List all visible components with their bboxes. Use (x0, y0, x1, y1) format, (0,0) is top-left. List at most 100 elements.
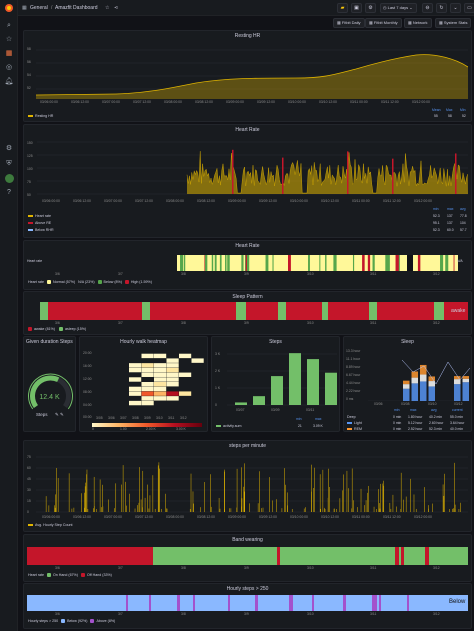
state-asleep (40, 302, 48, 320)
gauge-label: Steps (36, 412, 48, 417)
zoom-out-icon[interactable]: ⊖ (422, 3, 433, 13)
state-legend-label[interactable]: Off Hand (33%) (86, 573, 112, 577)
sleep-bar (403, 384, 410, 389)
legend-item[interactable]: activity.sum (216, 424, 242, 428)
configuration-icon[interactable]: ⚙ (5, 144, 13, 152)
x-tick: 3/10 (307, 566, 314, 570)
state-legend-label[interactable]: Above (8%) (96, 619, 116, 623)
y-tick: 100 (27, 167, 33, 171)
share-icon[interactable]: ⋖ (114, 5, 119, 11)
star-icon[interactable]: ☆ (105, 5, 110, 11)
breadcrumb-separator: / (51, 5, 53, 11)
panel-title: Sleep (401, 339, 414, 345)
link-system-stats[interactable]: ▦ System Stats (435, 18, 472, 28)
user-avatar-icon[interactable] (4, 173, 14, 183)
link-fitbit-daily[interactable]: ▦ Fitbit Daily (333, 18, 365, 28)
legend-header[interactable]: Max (446, 108, 453, 112)
legend-header[interactable]: Mean (432, 108, 441, 112)
state-legend-label[interactable]: High (1.59%) (130, 280, 152, 284)
heart-rate-area (187, 151, 468, 194)
time-picker-button[interactable]: ◷ Last 7 days ⌄ (380, 3, 417, 13)
x-tick: 3/10 (307, 321, 314, 325)
link-label: Fitbit Daily (341, 20, 361, 25)
state-legend-label[interactable]: N/A (23%) (78, 280, 95, 284)
legend-header[interactable]: max (410, 408, 417, 412)
add-panel-icon[interactable]: ▰ (337, 3, 348, 13)
x-tick: 3/6 (55, 612, 60, 616)
state-segment (441, 255, 444, 271)
state-off-hand (425, 547, 429, 565)
side-menu: ⌕ ☆ ▦ ◎ 🔔︎ ⚙ ⛨ ? (0, 0, 18, 631)
refresh-icon[interactable]: ↻ (436, 3, 447, 13)
starred-icon[interactable]: ☆ (5, 35, 13, 43)
band-wearing-panel: Band wearing Heart rate 3/6 3/7 3/8 3/9 … (23, 534, 472, 582)
x-tick: 03/07 00:00 (104, 515, 122, 519)
legend-header[interactable]: min (433, 207, 439, 211)
state-legend-label[interactable]: Normal (57%) (52, 280, 76, 284)
legend-item[interactable]: Light (347, 421, 362, 425)
x-tick: 03/07 12:00 (135, 515, 153, 519)
x-tick: 03/11 00:00 (352, 515, 370, 519)
link-label: System Stats (443, 20, 468, 25)
legend-header[interactable]: min (394, 408, 400, 412)
legend-header[interactable]: current (452, 408, 463, 412)
search-icon[interactable]: ⌕ (7, 21, 11, 29)
y-tick: 6.67 hour (346, 373, 361, 377)
state-above (379, 595, 381, 611)
time-range-label: Last 7 days (387, 5, 409, 10)
state-legend-label[interactable]: On Hand (67%) (52, 573, 78, 577)
legend-item[interactable]: Resting HR (28, 114, 53, 118)
legend-item[interactable]: Heart rate (28, 214, 51, 218)
help-icon[interactable]: ? (7, 188, 11, 196)
legend-header[interactable]: max (315, 417, 322, 421)
state-right-label: N/A (457, 259, 463, 263)
state-segment (183, 255, 186, 271)
legend-item[interactable]: Below RHR (28, 228, 54, 232)
refresh-interval-chevron-icon[interactable]: ⌄ (450, 3, 461, 13)
legend-header[interactable]: max (447, 207, 454, 211)
grafana-logo-icon[interactable] (4, 3, 14, 13)
tv-mode-icon[interactable]: ▭ (464, 3, 474, 13)
link-fitbit-monthly[interactable]: ▦ Fitbit Monthly (365, 18, 402, 28)
chevron-down-icon: ⌄ (409, 5, 413, 10)
state-legend-label[interactable]: Below (8%) (103, 280, 122, 284)
dashboards-icon[interactable]: ▦ (5, 49, 13, 57)
alerting-icon[interactable]: 🔔︎ (4, 77, 14, 85)
state-legend-label[interactable]: awake (81%) (34, 327, 55, 331)
link-network[interactable]: ▦ Network (404, 18, 432, 28)
sleep-bar (420, 381, 427, 401)
legend-header[interactable]: min (296, 417, 302, 421)
heatmap-cell (179, 353, 192, 359)
legend-header[interactable]: Min (460, 108, 466, 112)
legend-row-label: Heart rate (28, 573, 44, 577)
sleep-bar (411, 371, 418, 378)
state-legend-label[interactable]: Below (92%) (67, 619, 88, 623)
state-legend-label[interactable]: asleep (15%) (64, 327, 87, 331)
explore-icon[interactable]: ◎ (5, 63, 13, 71)
panel-title: Band wearing (232, 537, 263, 543)
sleep-bar (462, 378, 469, 383)
sleep-bar (454, 376, 461, 380)
x-tick: 03/11 00:00 (352, 199, 370, 203)
legend-min: 0 min (393, 415, 402, 419)
state-na (407, 255, 413, 271)
dashboard-title[interactable]: Amazfit Dashboard (55, 5, 98, 11)
state-above (177, 595, 180, 611)
panel-title: steps per minute (229, 443, 266, 449)
legend-item[interactable]: Above RE (28, 221, 51, 225)
state-segment (205, 255, 208, 271)
legend-item[interactable]: Avg. Hourly Step Count (28, 523, 73, 527)
legend-item[interactable]: Deep (347, 415, 356, 419)
legend-item[interactable]: REM (347, 427, 362, 431)
x-tick: 3/11 (168, 416, 175, 420)
state-legend: Heart rate Normal (57%) N/A (23%) Below … (28, 280, 152, 284)
shield-icon[interactable]: ⛨ (6, 159, 12, 167)
breadcrumb-root[interactable]: General (30, 5, 48, 11)
legend-header[interactable]: avg (431, 408, 437, 412)
sleep-bar (454, 379, 461, 385)
settings-icon[interactable]: ⚙ (365, 3, 376, 13)
resting-hr-line (36, 54, 468, 96)
legend-header[interactable]: avg (460, 207, 466, 211)
save-icon[interactable]: ▣ (351, 3, 362, 13)
gauge-fill (30, 375, 60, 409)
